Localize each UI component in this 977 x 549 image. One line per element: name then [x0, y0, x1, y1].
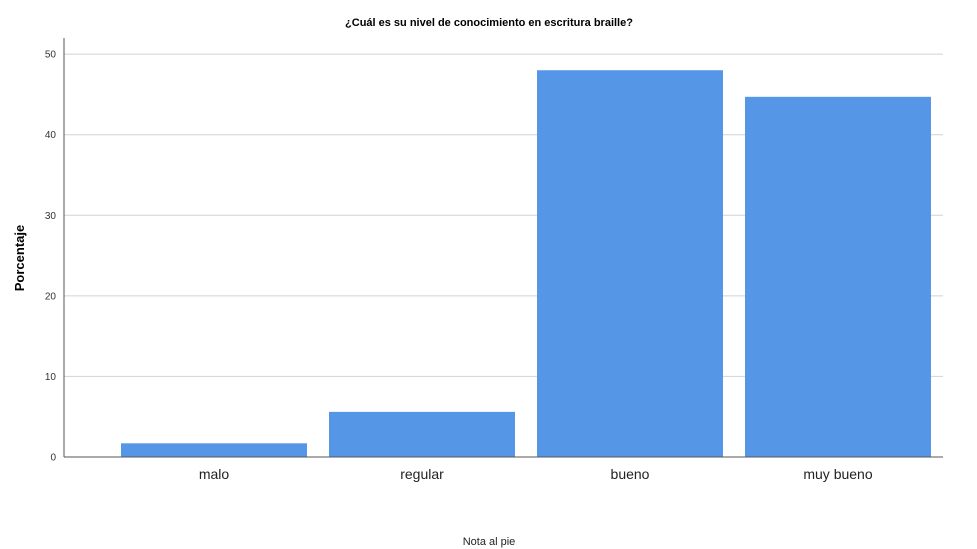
y-tick-label-50: 50 — [45, 50, 57, 61]
y-axis-label: Porcentaje — [12, 225, 27, 291]
y-tick-label-20: 20 — [45, 291, 57, 302]
bar-muy-bueno — [745, 96, 931, 457]
y-tick-label-10: 10 — [45, 372, 57, 383]
bar-malo — [121, 443, 307, 457]
footnote: Nota al pie — [463, 536, 516, 548]
y-tick-labels: 0 10 20 30 40 50 — [45, 50, 57, 464]
x-tick-label-bueno: bueno — [611, 466, 650, 482]
bars — [121, 70, 931, 457]
axes — [63, 38, 943, 458]
x-tick-label-muy-bueno: muy bueno — [803, 466, 872, 482]
bar-regular — [329, 411, 515, 457]
y-tick-label-0: 0 — [50, 453, 56, 464]
y-tick-label-40: 40 — [45, 130, 57, 141]
bar-bueno — [537, 70, 723, 457]
chart-title: ¿Cuál es su nivel de conocimiento en esc… — [345, 17, 633, 29]
x-tick-labels: malo regular bueno muy bueno — [199, 466, 873, 482]
x-tick-label-malo: malo — [199, 466, 230, 482]
x-tick-label-regular: regular — [400, 466, 444, 482]
y-tick-label-30: 30 — [45, 211, 57, 222]
